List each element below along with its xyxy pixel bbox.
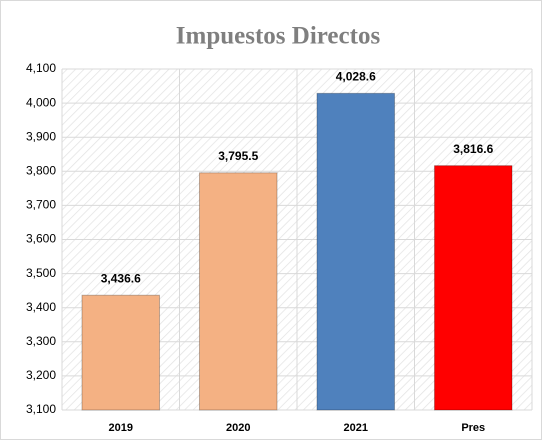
- y-tick-label: 4,100: [26, 61, 56, 75]
- y-tick-label: 4,000: [26, 95, 56, 109]
- y-tick-label: 3,200: [26, 368, 56, 382]
- x-tick-label: 2020: [226, 422, 250, 434]
- bar: [198, 172, 278, 411]
- bar: [316, 92, 396, 411]
- bar: [433, 165, 513, 411]
- data-label: 3,816.6: [453, 142, 493, 156]
- x-tick-label: Pres: [461, 422, 485, 434]
- y-tick-label: 3,600: [26, 232, 56, 246]
- x-tick-label: 2021: [344, 422, 368, 434]
- y-tick-label: 3,400: [26, 300, 56, 314]
- y-tick-label: 3,100: [26, 402, 56, 416]
- y-tick-label: 3,500: [26, 266, 56, 280]
- data-label: 3,795.5: [218, 149, 258, 163]
- x-tick-label: 2019: [109, 422, 133, 434]
- y-tick-label: 3,700: [26, 198, 56, 212]
- y-tick-label: 3,300: [26, 334, 56, 348]
- data-label: 3,436.6: [101, 271, 141, 285]
- chart-title: Impuestos Directos: [176, 23, 381, 50]
- y-tick-label: 3,900: [26, 129, 56, 143]
- bar: [81, 294, 161, 411]
- y-tick-label: 3,800: [26, 163, 56, 177]
- data-label: 4,028.6: [336, 70, 376, 84]
